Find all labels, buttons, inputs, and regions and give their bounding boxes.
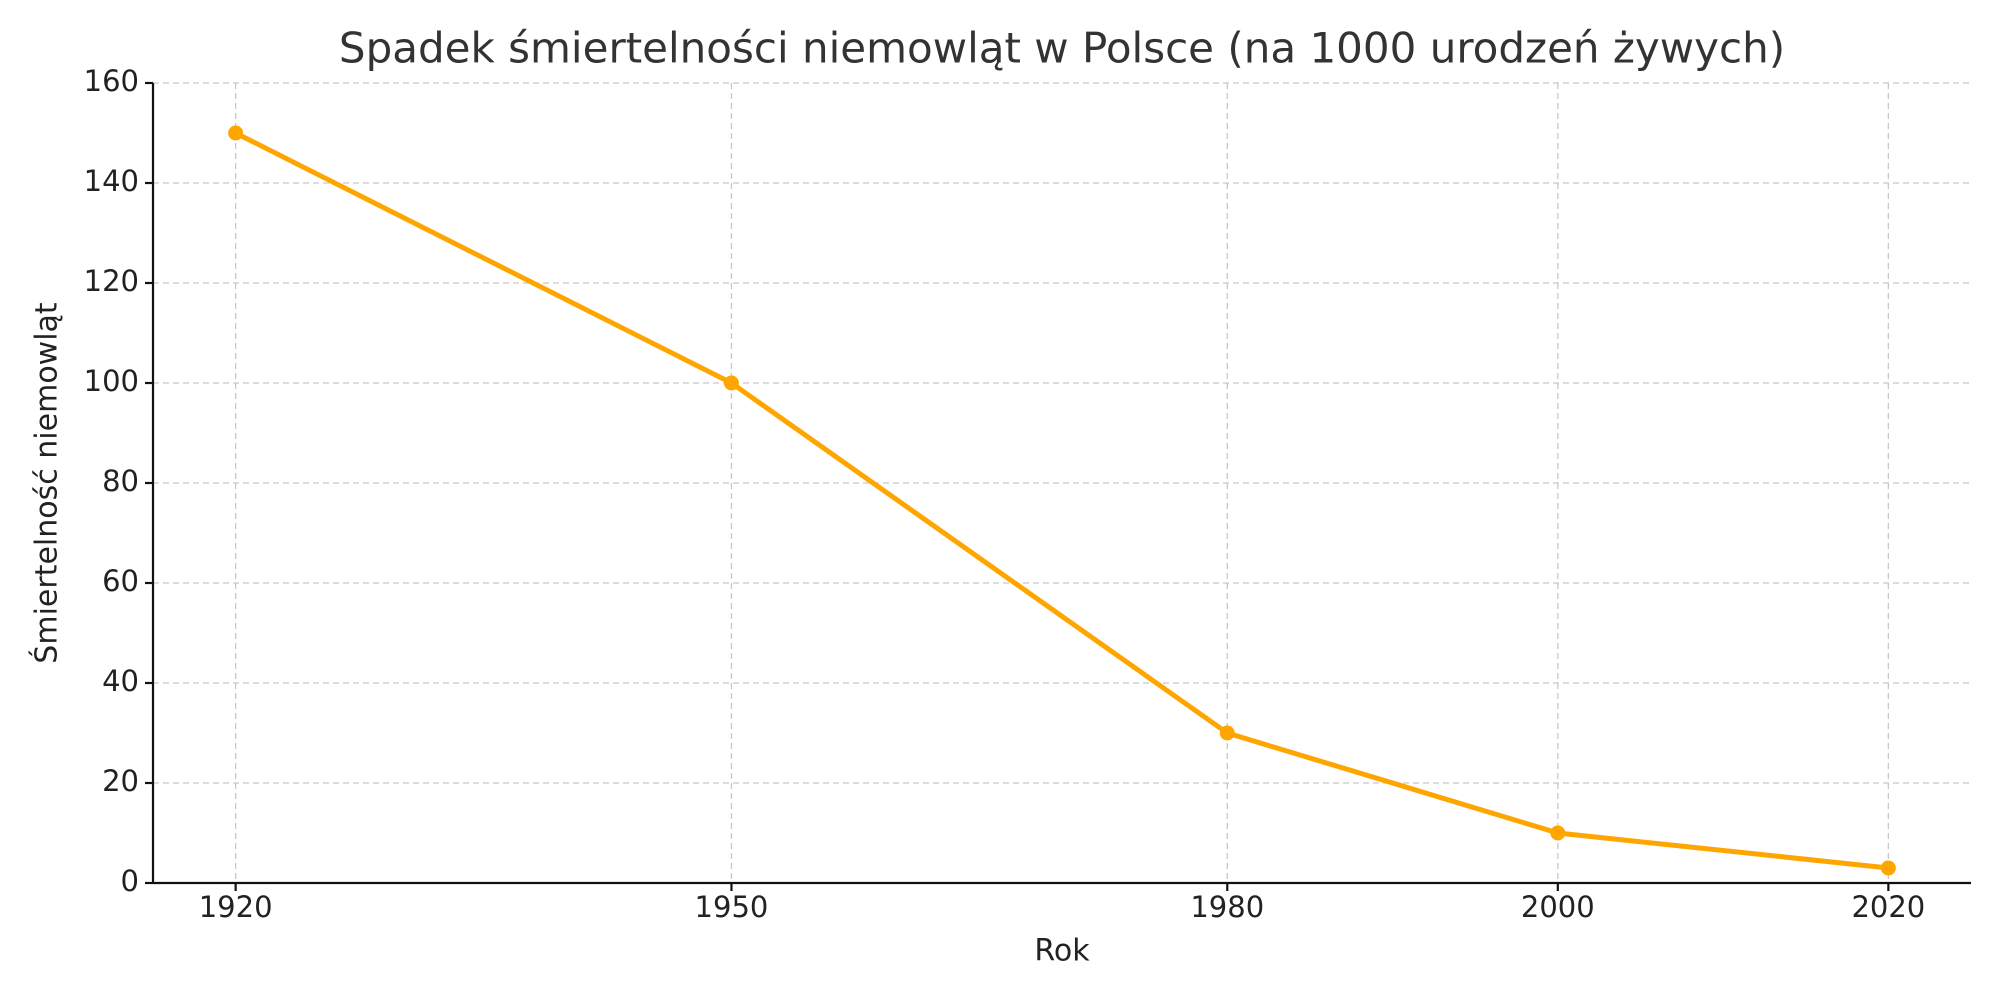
y-tick-label: 140 (84, 164, 139, 198)
point (723, 375, 739, 391)
y-tick-label: 40 (102, 664, 139, 698)
line (234, 130, 1889, 871)
x-tick-label: 1920 (199, 890, 273, 924)
point (1550, 825, 1566, 841)
point (1219, 725, 1235, 741)
y-tick-label: 120 (84, 264, 139, 298)
y-tick-label: 80 (102, 464, 139, 498)
chart-title: Spadek śmiertelności niemowląt w Polsce … (339, 24, 1785, 73)
x-axis-label: Rok (1034, 934, 1090, 969)
y-axis-label: Śmiertelność niemowląt (28, 302, 65, 664)
x-tick-label: 2000 (1521, 890, 1595, 924)
y-tick-label: 0 (121, 864, 139, 898)
y-tick-label: 60 (102, 564, 139, 598)
point (1880, 860, 1896, 876)
point (228, 125, 244, 141)
x-tick-label: 1980 (1190, 890, 1264, 924)
x-tick-label: 2020 (1851, 890, 1925, 924)
x-tick-label: 1950 (695, 890, 769, 924)
y-tick-label: 100 (84, 364, 139, 398)
y-tick-label: 160 (84, 64, 139, 98)
y-tick-label: 20 (102, 764, 139, 798)
